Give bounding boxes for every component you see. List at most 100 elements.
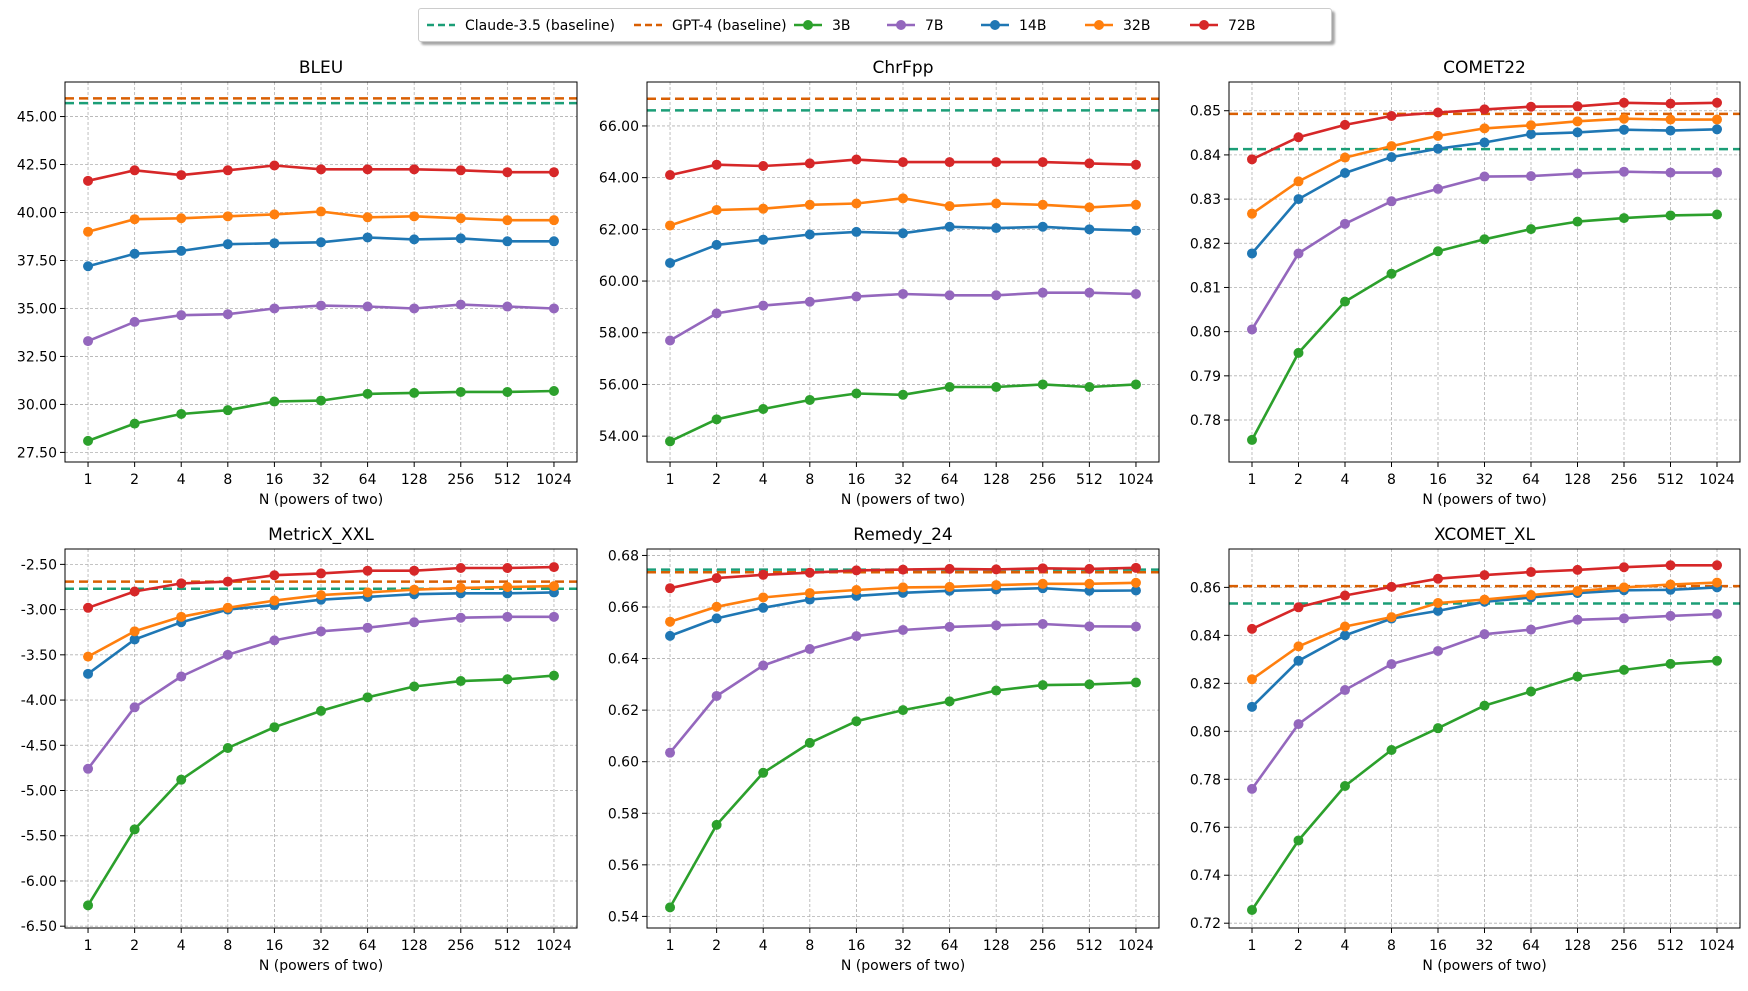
data-point-32b bbox=[758, 592, 769, 603]
chart-title: MetricX_XXL bbox=[268, 525, 374, 545]
data-point-7b bbox=[1479, 629, 1490, 640]
data-point-7b bbox=[711, 308, 722, 319]
chart-title: ChrFpp bbox=[873, 58, 934, 78]
y-tick-label: 0.85 bbox=[1190, 104, 1221, 120]
data-point-7b bbox=[362, 301, 373, 312]
data-point-3b bbox=[1526, 224, 1537, 235]
data-point-32b bbox=[1130, 577, 1141, 588]
chart-title: BLEU bbox=[299, 58, 343, 78]
x-tick-label: 512 bbox=[494, 472, 521, 488]
data-point-7b bbox=[502, 301, 513, 312]
data-point-3b bbox=[1479, 700, 1490, 711]
data-point-7b bbox=[898, 288, 908, 299]
data-point-14b bbox=[1665, 125, 1676, 136]
y-tick-label: 27.50 bbox=[17, 445, 57, 461]
y-tick-label: 0.81 bbox=[1190, 280, 1221, 296]
data-point-7b bbox=[316, 300, 326, 311]
data-point-72b bbox=[222, 165, 233, 176]
legend-item-14b: 14B bbox=[981, 18, 1046, 34]
data-point-72b bbox=[665, 583, 676, 594]
data-point-14b bbox=[804, 229, 815, 240]
data-point-14b bbox=[129, 634, 140, 645]
data-point-32b bbox=[409, 211, 420, 222]
data-point-14b bbox=[1084, 585, 1095, 596]
x-tick-label: 8 bbox=[1387, 938, 1396, 954]
y-tick-label: 62.00 bbox=[599, 222, 639, 238]
y-tick-label: 0.82 bbox=[1190, 236, 1221, 252]
data-point-14b bbox=[1037, 221, 1048, 232]
data-point-32b bbox=[944, 201, 955, 212]
data-point-32b bbox=[269, 595, 280, 606]
data-point-72b bbox=[316, 164, 326, 175]
data-point-72b bbox=[1037, 157, 1048, 168]
data-point-3b bbox=[1712, 209, 1723, 220]
data-point-3b bbox=[455, 676, 466, 687]
data-point-7b bbox=[1712, 167, 1723, 178]
data-point-14b bbox=[1246, 701, 1257, 712]
data-point-3b bbox=[455, 386, 466, 397]
data-point-32b bbox=[502, 581, 513, 592]
y-tick-label: -2.50 bbox=[21, 557, 57, 573]
data-point-7b bbox=[1386, 196, 1397, 207]
data-point-14b bbox=[1619, 124, 1630, 135]
x-tick-label: 1024 bbox=[1699, 472, 1735, 488]
data-point-72b bbox=[1246, 623, 1257, 634]
data-point-7b bbox=[665, 335, 676, 346]
data-point-7b bbox=[1432, 183, 1443, 194]
data-point-72b bbox=[362, 565, 373, 576]
data-point-72b bbox=[1037, 563, 1048, 574]
data-point-72b bbox=[129, 165, 140, 176]
y-tick-label: 64.00 bbox=[599, 171, 639, 187]
y-tick-label: 0.82 bbox=[1190, 676, 1221, 692]
data-point-3b bbox=[1712, 655, 1723, 666]
data-point-32b bbox=[1665, 579, 1676, 590]
data-point-32b bbox=[1479, 123, 1490, 134]
data-point-14b bbox=[502, 236, 513, 247]
x-tick-label: 16 bbox=[1429, 472, 1447, 488]
data-point-32b bbox=[548, 215, 559, 226]
y-tick-label: 40.00 bbox=[17, 206, 57, 222]
x-axis-label: N (powers of two) bbox=[841, 492, 965, 508]
y-tick-label: 60.00 bbox=[599, 274, 639, 290]
data-point-32b bbox=[176, 213, 187, 224]
x-tick-label: 32 bbox=[894, 472, 912, 488]
data-point-72b bbox=[991, 564, 1002, 575]
x-tick-label: 1024 bbox=[1699, 938, 1735, 954]
data-point-72b bbox=[944, 157, 955, 168]
data-point-72b bbox=[898, 157, 908, 168]
data-point-72b bbox=[83, 602, 94, 613]
data-point-3b bbox=[1037, 680, 1048, 691]
data-point-32b bbox=[665, 220, 676, 231]
data-point-3b bbox=[1432, 723, 1443, 734]
data-point-72b bbox=[502, 562, 513, 573]
y-tick-label: 0.84 bbox=[1190, 628, 1221, 644]
data-point-32b bbox=[944, 581, 955, 592]
data-point-72b bbox=[1339, 119, 1350, 130]
data-point-32b bbox=[1130, 199, 1141, 210]
y-tick-label: -3.00 bbox=[21, 603, 57, 619]
chart-title: COMET22 bbox=[1443, 58, 1526, 78]
series-line-7b bbox=[668, 622, 1137, 754]
x-tick-label: 128 bbox=[1564, 938, 1591, 954]
x-tick-label: 128 bbox=[401, 472, 428, 488]
data-point-7b bbox=[711, 690, 722, 701]
y-tick-label: 42.50 bbox=[17, 158, 57, 174]
data-point-3b bbox=[1572, 216, 1583, 227]
data-point-7b bbox=[1526, 171, 1537, 182]
data-point-3b bbox=[1037, 379, 1048, 390]
data-point-7b bbox=[991, 620, 1002, 631]
data-point-7b bbox=[1619, 166, 1630, 177]
data-point-72b bbox=[1084, 158, 1095, 169]
data-point-3b bbox=[1293, 347, 1304, 358]
data-point-14b bbox=[711, 613, 722, 624]
data-point-3b bbox=[758, 767, 769, 778]
data-point-32b bbox=[665, 616, 676, 627]
legend-label: GPT-4 (baseline) bbox=[672, 18, 787, 34]
data-point-32b bbox=[1339, 152, 1350, 163]
data-point-72b bbox=[1339, 590, 1350, 601]
data-point-72b bbox=[1386, 581, 1397, 592]
data-point-32b bbox=[1037, 199, 1048, 210]
data-point-32b bbox=[1293, 176, 1304, 187]
data-point-72b bbox=[804, 567, 815, 578]
data-point-3b bbox=[502, 674, 513, 685]
